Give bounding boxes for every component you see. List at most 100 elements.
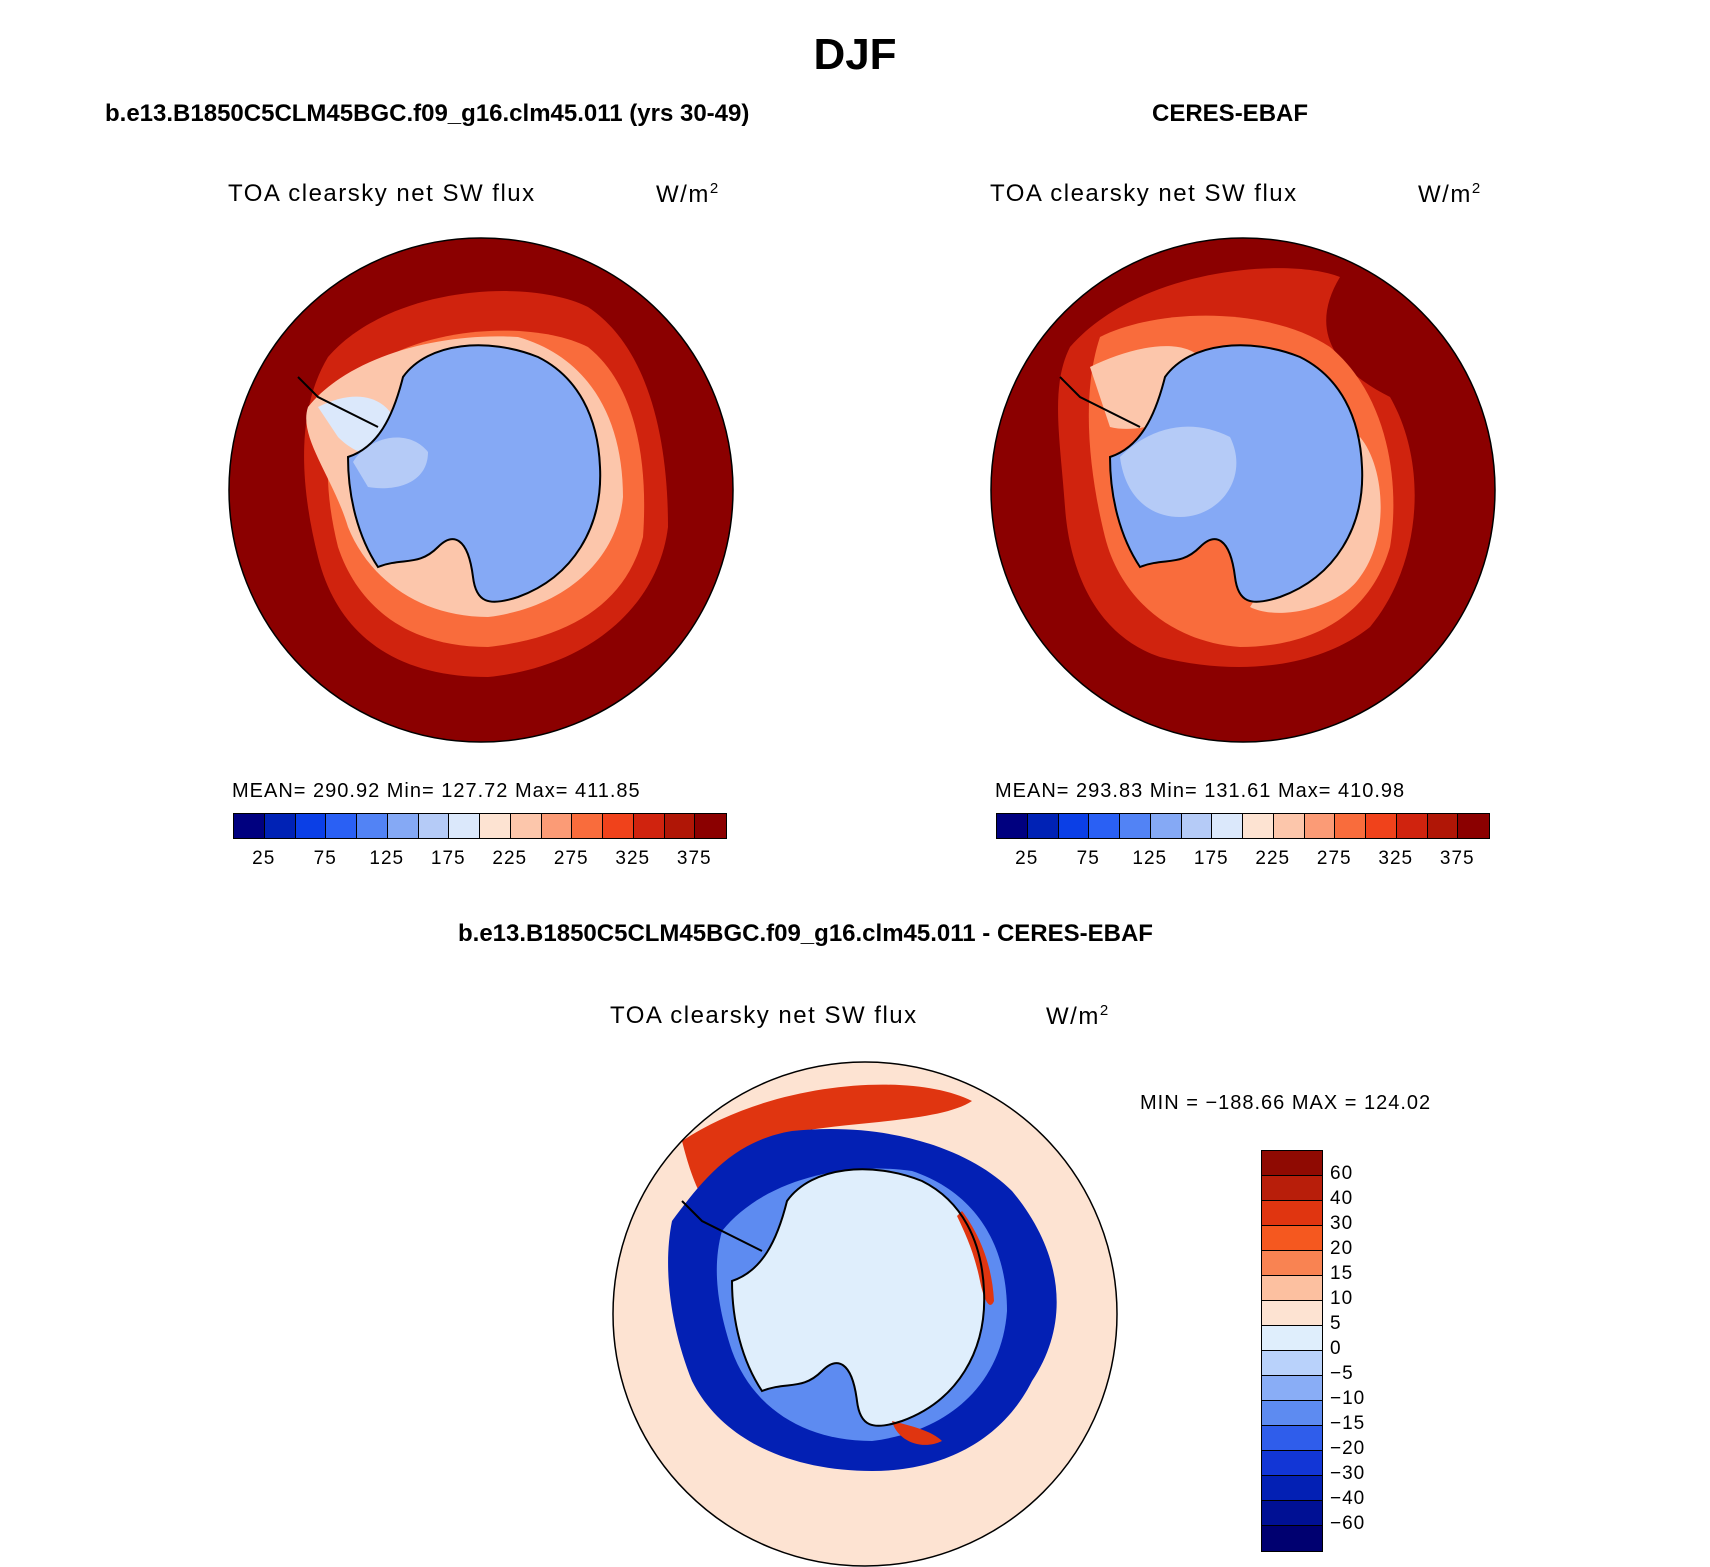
- colorbar-swatch: [1458, 814, 1489, 838]
- colorbar-tick-label: 75: [314, 848, 337, 870]
- colorbar-tick-label: 275: [1317, 848, 1352, 870]
- colorbar-tick-label: 375: [677, 848, 712, 870]
- diff-colorbar-swatch: [1262, 1501, 1322, 1526]
- model-polar-map: [228, 237, 734, 743]
- colorbar-swatch: [1366, 814, 1397, 838]
- colorbar-swatch: [1212, 814, 1243, 838]
- colorbar-swatch: [1274, 814, 1305, 838]
- colorbar-swatch: [1335, 814, 1366, 838]
- colorbar-swatch: [634, 814, 665, 838]
- colorbar-tick-label: 125: [1132, 848, 1167, 870]
- colorbar-tick-label: 75: [1077, 848, 1100, 870]
- colorbar-tick-label: 175: [1194, 848, 1229, 870]
- colorbar-swatch: [1397, 814, 1428, 838]
- diff-colorbar-swatch: [1262, 1451, 1322, 1476]
- model-colorbar-ticks: 25 75 125 175 225 275 325 375: [233, 848, 727, 874]
- colorbar-tick-label: 125: [369, 848, 404, 870]
- colorbar-swatch: [357, 814, 388, 838]
- colorbar-tick-label: 25: [1015, 848, 1038, 870]
- diff-colorbar-ticks: 60 40 30 20 15 10 5 0 −5 −10 −15 −20 −30 −40 −60: [1330, 1150, 1400, 1550]
- diff-minmax: MIN = −188.66 MAX = 124.02: [1140, 1092, 1431, 1115]
- diff-colorbar-tick-label: 20: [1330, 1238, 1353, 1260]
- model-stats: MEAN= 290.92 Min= 127.72 Max= 411.85: [232, 780, 641, 803]
- colorbar-swatch: [388, 814, 419, 838]
- colorbar-swatch: [1028, 814, 1059, 838]
- diff-colorbar-swatch: [1262, 1301, 1322, 1326]
- diff-colorbar-tick-label: 10: [1330, 1288, 1353, 1310]
- model-units-label: W/m2: [656, 180, 720, 209]
- diff-colorbar-tick-label: 15: [1330, 1263, 1353, 1285]
- model-variable-label: TOA clearsky net SW flux: [228, 180, 536, 208]
- obs-variable-label: TOA clearsky net SW flux: [990, 180, 1298, 208]
- colorbar-swatch: [695, 814, 726, 838]
- colorbar-tick-label: 325: [1378, 848, 1413, 870]
- diff-colorbar-tick-label: −40: [1330, 1488, 1365, 1510]
- diff-colorbar-swatch: [1262, 1351, 1322, 1376]
- diff-colorbar-tick-label: −10: [1330, 1388, 1365, 1410]
- diff-colorbar-swatch: [1262, 1276, 1322, 1301]
- diff-colorbar-swatch: [1262, 1226, 1322, 1251]
- colorbar-swatch: [1182, 814, 1213, 838]
- colorbar-tick-label: 375: [1440, 848, 1475, 870]
- diff-colorbar-tick-label: 0: [1330, 1338, 1342, 1360]
- diff-colorbar-swatch: [1262, 1176, 1322, 1201]
- colorbar-swatch: [542, 814, 573, 838]
- obs-case-title: CERES-EBAF: [1152, 100, 1308, 128]
- diff-case-title: b.e13.B1850C5CLM45BGC.f09_g16.clm45.011 …: [458, 920, 1153, 948]
- colorbar-swatch: [572, 814, 603, 838]
- diff-colorbar-tick-label: 60: [1330, 1163, 1353, 1185]
- colorbar-tick-label: 25: [252, 848, 275, 870]
- colorbar-swatch: [665, 814, 696, 838]
- colorbar-swatch: [1305, 814, 1336, 838]
- diff-variable-label: TOA clearsky net SW flux: [610, 1002, 918, 1030]
- diff-colorbar-tick-label: −20: [1330, 1438, 1365, 1460]
- model-case-title: b.e13.B1850C5CLM45BGC.f09_g16.clm45.011 …: [105, 100, 749, 128]
- diff-colorbar-swatch: [1262, 1376, 1322, 1401]
- diff-colorbar-tick-label: −60: [1330, 1513, 1365, 1535]
- obs-colorbar-ticks: 25 75 125 175 225 275 325 375: [996, 848, 1490, 874]
- diff-colorbar-swatch: [1262, 1401, 1322, 1426]
- diff-colorbar-swatch: [1262, 1151, 1322, 1176]
- obs-units-label: W/m2: [1418, 180, 1482, 209]
- diff-colorbar-tick-label: 40: [1330, 1188, 1353, 1210]
- colorbar-tick-label: 225: [492, 848, 527, 870]
- colorbar-swatch: [265, 814, 296, 838]
- diff-polar-map: [612, 1061, 1118, 1567]
- colorbar-swatch: [326, 814, 357, 838]
- colorbar-swatch: [1120, 814, 1151, 838]
- colorbar-tick-label: 225: [1255, 848, 1290, 870]
- diff-colorbar-swatch: [1262, 1201, 1322, 1226]
- colorbar-swatch: [449, 814, 480, 838]
- colorbar-swatch: [480, 814, 511, 838]
- diff-colorbar-tick-label: −30: [1330, 1463, 1365, 1485]
- diff-colorbar-tick-label: 30: [1330, 1213, 1353, 1235]
- diff-colorbar: [1261, 1150, 1323, 1552]
- colorbar-swatch: [1151, 814, 1182, 838]
- colorbar-swatch: [997, 814, 1028, 838]
- page-title: DJF: [0, 30, 1710, 80]
- colorbar-swatch: [1243, 814, 1274, 838]
- diff-colorbar-swatch: [1262, 1326, 1322, 1351]
- colorbar-swatch: [419, 814, 450, 838]
- colorbar-swatch: [296, 814, 327, 838]
- model-colorbar: [233, 813, 727, 839]
- colorbar-swatch: [1428, 814, 1459, 838]
- obs-polar-map: [990, 237, 1496, 743]
- obs-colorbar: [996, 813, 1490, 839]
- colorbar-tick-label: 175: [431, 848, 466, 870]
- colorbar-swatch: [1089, 814, 1120, 838]
- colorbar-tick-label: 275: [554, 848, 589, 870]
- diff-colorbar-tick-label: −15: [1330, 1413, 1365, 1435]
- colorbar-swatch: [1059, 814, 1090, 838]
- diff-units-label: W/m2: [1046, 1002, 1110, 1031]
- obs-stats: MEAN= 293.83 Min= 131.61 Max= 410.98: [995, 780, 1405, 803]
- diff-colorbar-tick-label: 5: [1330, 1313, 1342, 1335]
- colorbar-tick-label: 325: [615, 848, 650, 870]
- diff-colorbar-swatch: [1262, 1526, 1322, 1551]
- diff-colorbar-swatch: [1262, 1251, 1322, 1276]
- colorbar-swatch: [511, 814, 542, 838]
- colorbar-swatch: [234, 814, 265, 838]
- diff-colorbar-swatch: [1262, 1476, 1322, 1501]
- colorbar-swatch: [603, 814, 634, 838]
- diff-colorbar-swatch: [1262, 1426, 1322, 1451]
